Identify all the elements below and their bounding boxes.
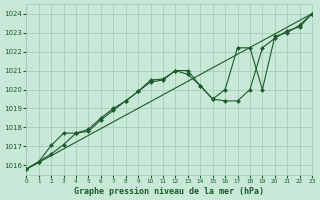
X-axis label: Graphe pression niveau de la mer (hPa): Graphe pression niveau de la mer (hPa): [74, 187, 264, 196]
